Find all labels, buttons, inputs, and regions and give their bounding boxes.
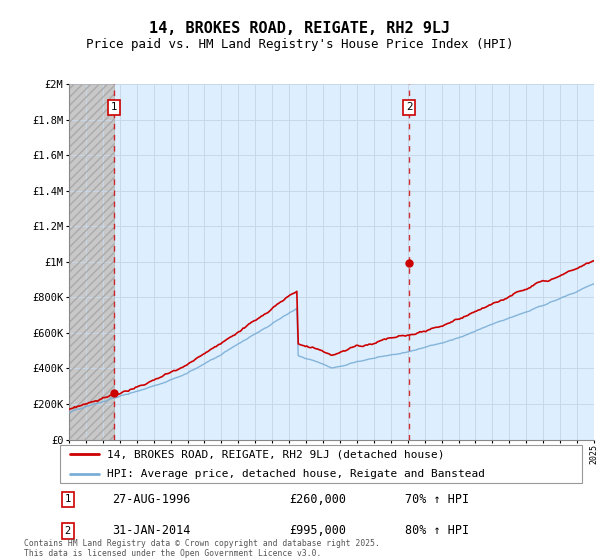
Text: 14, BROKES ROAD, REIGATE, RH2 9LJ: 14, BROKES ROAD, REIGATE, RH2 9LJ	[149, 21, 451, 36]
FancyBboxPatch shape	[60, 445, 582, 483]
Text: 27-AUG-1996: 27-AUG-1996	[112, 493, 191, 506]
Text: 14, BROKES ROAD, REIGATE, RH2 9LJ (detached house): 14, BROKES ROAD, REIGATE, RH2 9LJ (detac…	[107, 449, 445, 459]
Text: 2: 2	[65, 526, 71, 536]
Text: HPI: Average price, detached house, Reigate and Banstead: HPI: Average price, detached house, Reig…	[107, 469, 485, 479]
Text: 70% ↑ HPI: 70% ↑ HPI	[404, 493, 469, 506]
Bar	[69, 84, 114, 440]
Text: Price paid vs. HM Land Registry's House Price Index (HPI): Price paid vs. HM Land Registry's House …	[86, 38, 514, 51]
Text: 2: 2	[406, 102, 412, 112]
Text: 31-JAN-2014: 31-JAN-2014	[112, 524, 191, 538]
Text: 1: 1	[110, 102, 117, 112]
Text: 1: 1	[65, 494, 71, 505]
Text: 80% ↑ HPI: 80% ↑ HPI	[404, 524, 469, 538]
Text: Contains HM Land Registry data © Crown copyright and database right 2025.
This d: Contains HM Land Registry data © Crown c…	[24, 539, 380, 558]
Text: £995,000: £995,000	[290, 524, 347, 538]
Bar	[69, 84, 114, 440]
Text: £260,000: £260,000	[290, 493, 347, 506]
